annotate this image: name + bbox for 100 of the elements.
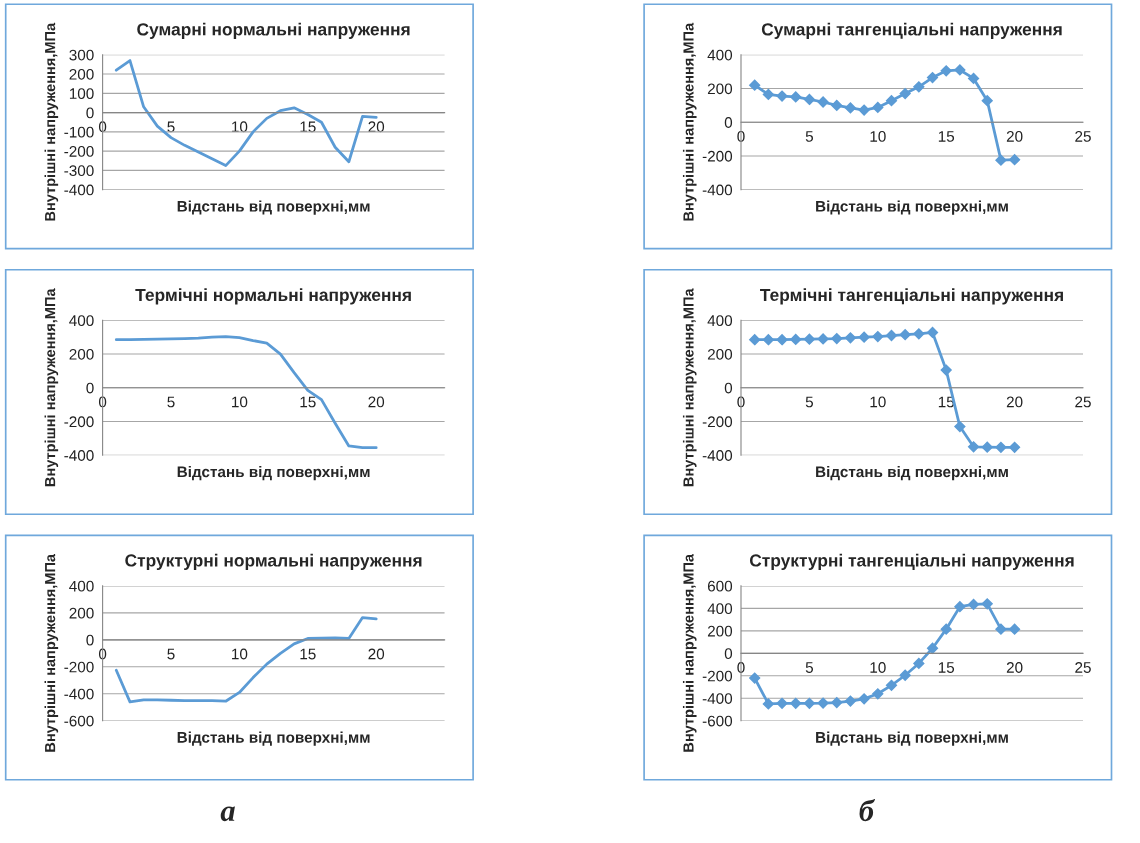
point xyxy=(872,688,884,700)
y-tick-label: 400 xyxy=(707,603,733,615)
x-tick-label: 15 xyxy=(938,662,955,673)
x-axis-title: Відстань від поверхні,мм xyxy=(816,731,1008,746)
y-tick-label: -600 xyxy=(702,715,733,727)
y-tick-label: -200 xyxy=(702,416,733,428)
x-tick-label: 25 xyxy=(1075,396,1091,408)
y-tick-label: 100 xyxy=(69,88,94,100)
y-tick-label: 0 xyxy=(86,382,94,394)
point xyxy=(872,101,884,114)
chart-title: Структурні тангенціальні напруження xyxy=(749,553,1074,571)
point xyxy=(913,81,925,93)
point xyxy=(899,329,911,341)
point xyxy=(790,333,802,345)
x-axis-title: Відстань від поверхні,мм xyxy=(177,466,370,481)
point xyxy=(926,71,939,84)
point xyxy=(967,441,980,453)
point xyxy=(913,328,925,340)
point xyxy=(817,333,829,345)
point xyxy=(1008,441,1021,453)
x-tick-label: 0 xyxy=(737,396,745,408)
y-tick-label: -300 xyxy=(64,165,94,177)
x-tick-label: 10 xyxy=(232,121,248,133)
y-axis-title: Внутрішні напруження,МПа xyxy=(682,288,697,487)
point xyxy=(858,331,870,343)
x-tick-label: 0 xyxy=(737,662,745,673)
x-tick-label: 5 xyxy=(167,648,175,660)
point xyxy=(831,332,843,345)
x-tick-label: 20 xyxy=(368,648,385,660)
y-axis-title: Внутрішні напруження,МПа xyxy=(682,553,697,752)
point xyxy=(790,697,802,709)
y-tick-label: 400 xyxy=(69,580,94,592)
y-axis-title: Внутрішні напруження,МПа xyxy=(44,553,59,752)
y-tick-label: -400 xyxy=(702,693,733,704)
chart-title: Термічні тангенціальні напруження xyxy=(760,288,1063,305)
y-tick-label: 200 xyxy=(69,607,94,619)
point xyxy=(981,598,993,610)
x-tick-label: 20 xyxy=(1006,130,1023,142)
y-tick-label: -200 xyxy=(64,146,94,157)
point xyxy=(762,334,774,346)
x-axis-title: Відстань від поверхні,мм xyxy=(177,731,370,746)
point xyxy=(831,696,843,709)
y-tick-label: 400 xyxy=(69,315,94,327)
point xyxy=(954,420,966,433)
text: б xyxy=(859,798,876,822)
chart-title: Структурні нормальні напруження xyxy=(125,553,422,571)
point xyxy=(872,330,884,343)
y-tick-label: -400 xyxy=(64,450,94,461)
point xyxy=(995,154,1007,166)
point xyxy=(967,598,980,611)
point xyxy=(885,329,898,342)
point xyxy=(776,334,788,346)
point xyxy=(844,102,857,114)
x-tick-label: 10 xyxy=(870,396,886,408)
x-tick-label: 15 xyxy=(300,396,316,408)
point xyxy=(926,642,939,654)
point xyxy=(844,695,857,707)
y-tick-label: 0 xyxy=(724,382,733,394)
y-tick-label: -200 xyxy=(702,150,733,162)
y-tick-label: -400 xyxy=(64,688,94,700)
x-tick-label: 20 xyxy=(1006,396,1023,408)
x-tick-label: 10 xyxy=(870,130,886,142)
y-tick-label: -200 xyxy=(702,670,733,682)
y-axis-title: Внутрішні напруження,МПа xyxy=(44,22,59,221)
point xyxy=(954,601,966,613)
x-tick-label: 20 xyxy=(368,121,385,133)
point xyxy=(858,104,870,116)
point xyxy=(803,697,816,709)
y-tick-label: -600 xyxy=(64,715,94,727)
x-tick-label: 15 xyxy=(938,131,955,142)
point xyxy=(1008,154,1021,166)
x-tick-label: 0 xyxy=(737,130,745,142)
chart-title: Термічні нормальні напруження xyxy=(135,288,411,305)
y-tick-label: 400 xyxy=(707,315,733,327)
x-tick-label: 0 xyxy=(98,121,107,133)
point xyxy=(995,623,1007,635)
y-tick-label: 200 xyxy=(707,83,733,95)
point xyxy=(981,95,993,107)
point xyxy=(1008,623,1021,635)
point xyxy=(995,441,1007,453)
y-tick-label: 200 xyxy=(707,348,733,360)
point xyxy=(981,441,993,453)
x-tick-label: 20 xyxy=(368,396,385,408)
point xyxy=(803,333,816,345)
x-tick-label: 0 xyxy=(98,396,107,408)
y-tick-label: -400 xyxy=(702,450,733,461)
point xyxy=(790,91,802,103)
point xyxy=(967,72,980,85)
point xyxy=(940,623,952,635)
x-tick-label: 20 xyxy=(1006,662,1023,673)
chart-title: Сумарні нормальні напруження xyxy=(137,22,410,39)
y-tick-label: 200 xyxy=(69,348,94,360)
y-tick-label: -200 xyxy=(64,416,94,428)
point xyxy=(776,90,788,102)
point xyxy=(899,87,911,100)
point xyxy=(762,698,774,710)
point xyxy=(940,65,952,77)
x-tick-label: 5 xyxy=(805,131,814,142)
x-tick-label: 25 xyxy=(1075,130,1091,142)
point xyxy=(749,79,761,91)
